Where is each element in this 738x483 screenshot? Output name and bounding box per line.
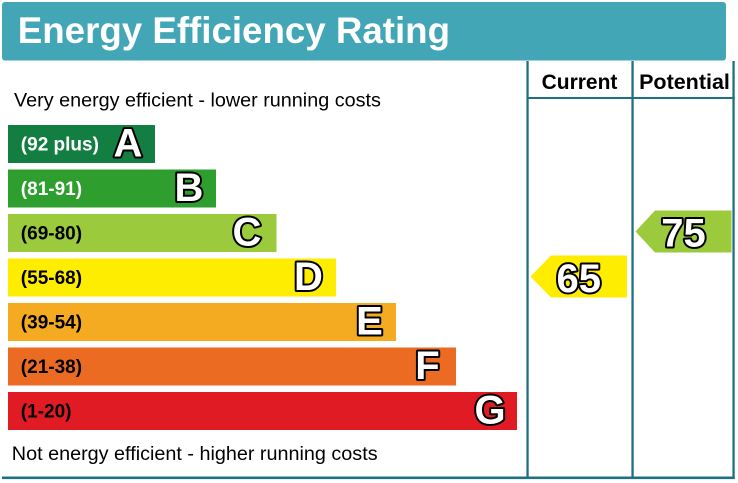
svg-text:A: A — [114, 122, 143, 166]
svg-text:(39-54): (39-54) — [21, 313, 82, 334]
svg-text:(1-20): (1-20) — [21, 402, 72, 423]
svg-text:E: E — [356, 300, 383, 344]
svg-text:(21-38): (21-38) — [21, 357, 82, 378]
svg-text:(81-91): (81-91) — [21, 179, 82, 200]
svg-text:Very energy efficient - lower: Very energy efficient - lower running co… — [14, 90, 381, 112]
svg-text:Not energy efficient - higher: Not energy efficient - higher running co… — [12, 443, 378, 465]
svg-text:(92 plus): (92 plus) — [21, 135, 99, 156]
svg-text:(55-68): (55-68) — [21, 268, 82, 289]
svg-text:Energy Efficiency Rating: Energy Efficiency Rating — [18, 10, 450, 51]
svg-text:Potential: Potential — [639, 70, 730, 94]
svg-text:75: 75 — [661, 212, 706, 256]
svg-text:Current: Current — [542, 71, 618, 94]
svg-text:F: F — [415, 344, 439, 388]
svg-text:G: G — [474, 389, 505, 433]
svg-text:(69-80): (69-80) — [21, 224, 82, 245]
svg-text:65: 65 — [557, 257, 602, 301]
svg-text:D: D — [294, 255, 323, 299]
svg-text:B: B — [175, 166, 204, 210]
svg-text:C: C — [233, 211, 262, 255]
